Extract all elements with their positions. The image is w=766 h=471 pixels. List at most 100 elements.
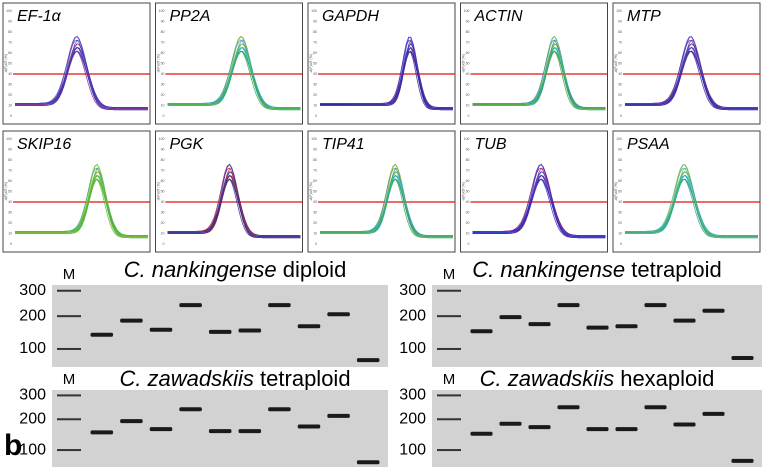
band [327, 312, 350, 317]
y-tick-label: 40 [8, 200, 12, 204]
y-tick-label: 40 [161, 200, 165, 204]
y-tick-label: 40 [161, 72, 165, 76]
marker-band [57, 394, 81, 397]
band [208, 329, 232, 334]
y-tick-label: 10 [313, 231, 317, 235]
melt-curve [15, 35, 148, 111]
y-tick-label: 0 [468, 242, 470, 246]
y-tick-label: 20 [618, 93, 622, 97]
band [586, 325, 609, 330]
melt-panel [155, 2, 303, 125]
y-tick-label: 60 [466, 51, 470, 55]
gel [52, 390, 388, 467]
marker-band [437, 289, 461, 292]
melt-curve [625, 163, 758, 239]
y-axis-label: -d(F)/dT (%) [614, 54, 618, 73]
y-tick-label: 80 [618, 158, 622, 162]
y-tick-label: 70 [618, 168, 622, 172]
y-tick-label: 100 [616, 9, 622, 13]
gene-name: MTP [627, 8, 661, 25]
y-tick-label: 70 [8, 168, 12, 172]
gel-title: C. zawadskiis hexaploid [480, 366, 715, 391]
gene-name: PP2A [170, 8, 211, 25]
marker-size: 300 [19, 282, 46, 299]
y-tick-label: 100 [464, 137, 470, 141]
melt-curve [625, 50, 758, 109]
y-tick-label: 80 [8, 30, 12, 34]
gel-title: C. nankingense diploid [124, 257, 347, 282]
melt-curve [472, 163, 606, 239]
band [557, 303, 580, 308]
y-tick-label: 80 [313, 30, 317, 34]
marker-size: 300 [19, 387, 46, 404]
marker-band [437, 394, 461, 397]
y-tick-label: 80 [618, 30, 622, 34]
y-tick-label: 40 [466, 72, 470, 76]
y-tick-label: 60 [161, 179, 165, 183]
marker-label: M [63, 266, 76, 283]
y-tick-label: 50 [466, 189, 470, 193]
y-axis-label: -d(F)/dT (%) [461, 54, 465, 73]
y-tick-label: 100 [311, 137, 317, 141]
y-axis-label: -d(F)/dT (%) [4, 54, 8, 73]
ploidy: hexaploid [620, 366, 714, 391]
y-tick-label: 70 [8, 40, 12, 44]
y-tick-label: 90 [8, 147, 12, 151]
y-tick-label: 60 [313, 51, 317, 55]
y-tick-label: 30 [618, 210, 622, 214]
band [268, 407, 291, 412]
y-tick-label: 50 [8, 189, 12, 193]
y-tick-label: 30 [313, 82, 317, 86]
y-tick-label: 30 [8, 210, 12, 214]
species: C. zawadskiis [480, 366, 614, 391]
y-axis-label: -d(F)/dT (%) [4, 182, 8, 201]
y-tick-label: 60 [161, 51, 165, 55]
y-tick-label: 0 [620, 114, 622, 118]
y-tick-label: 30 [466, 210, 470, 214]
gene-name: TUB [475, 136, 507, 153]
y-axis-label: -d(F)/dT (%) [461, 182, 465, 201]
melt-curve [167, 50, 301, 109]
y-tick-label: 0 [468, 114, 470, 118]
marker-size: 200 [399, 307, 426, 324]
y-tick-label: 10 [618, 231, 622, 235]
y-tick-label: 0 [163, 114, 165, 118]
band [673, 422, 696, 427]
y-tick-label: 90 [313, 147, 317, 151]
marker-band [57, 449, 81, 452]
y-tick-label: 70 [466, 168, 470, 172]
gene-name: EF-1α [17, 8, 62, 25]
gel [52, 285, 388, 367]
y-tick-label: 100 [616, 137, 622, 141]
band [528, 425, 551, 430]
y-tick-label: 100 [6, 137, 12, 141]
y-tick-label: 60 [466, 179, 470, 183]
y-tick-label: 60 [8, 179, 12, 183]
band [297, 324, 321, 329]
y-tick-label: 40 [8, 72, 12, 76]
band [557, 405, 580, 410]
gene-name: ACTIN [474, 8, 523, 25]
y-tick-label: 70 [313, 40, 317, 44]
species: C. nankingense [124, 257, 277, 282]
band [499, 421, 522, 426]
band [327, 413, 350, 418]
melt-curve [472, 50, 606, 109]
y-tick-label: 0 [315, 114, 317, 118]
y-tick-label: 40 [618, 72, 622, 76]
y-tick-label: 30 [161, 82, 165, 86]
melt-curve [625, 46, 758, 108]
y-tick-label: 10 [466, 103, 470, 107]
band [731, 458, 754, 463]
y-tick-label: 70 [161, 168, 165, 172]
band [356, 358, 380, 363]
y-tick-label: 20 [618, 221, 622, 225]
band [208, 429, 232, 434]
band [470, 329, 493, 334]
marker-band [437, 315, 461, 318]
y-tick-label: 50 [313, 61, 317, 65]
y-tick-label: 70 [618, 40, 622, 44]
y-tick-label: 20 [466, 93, 470, 97]
melt-curve [625, 35, 758, 111]
y-tick-label: 80 [8, 158, 12, 162]
